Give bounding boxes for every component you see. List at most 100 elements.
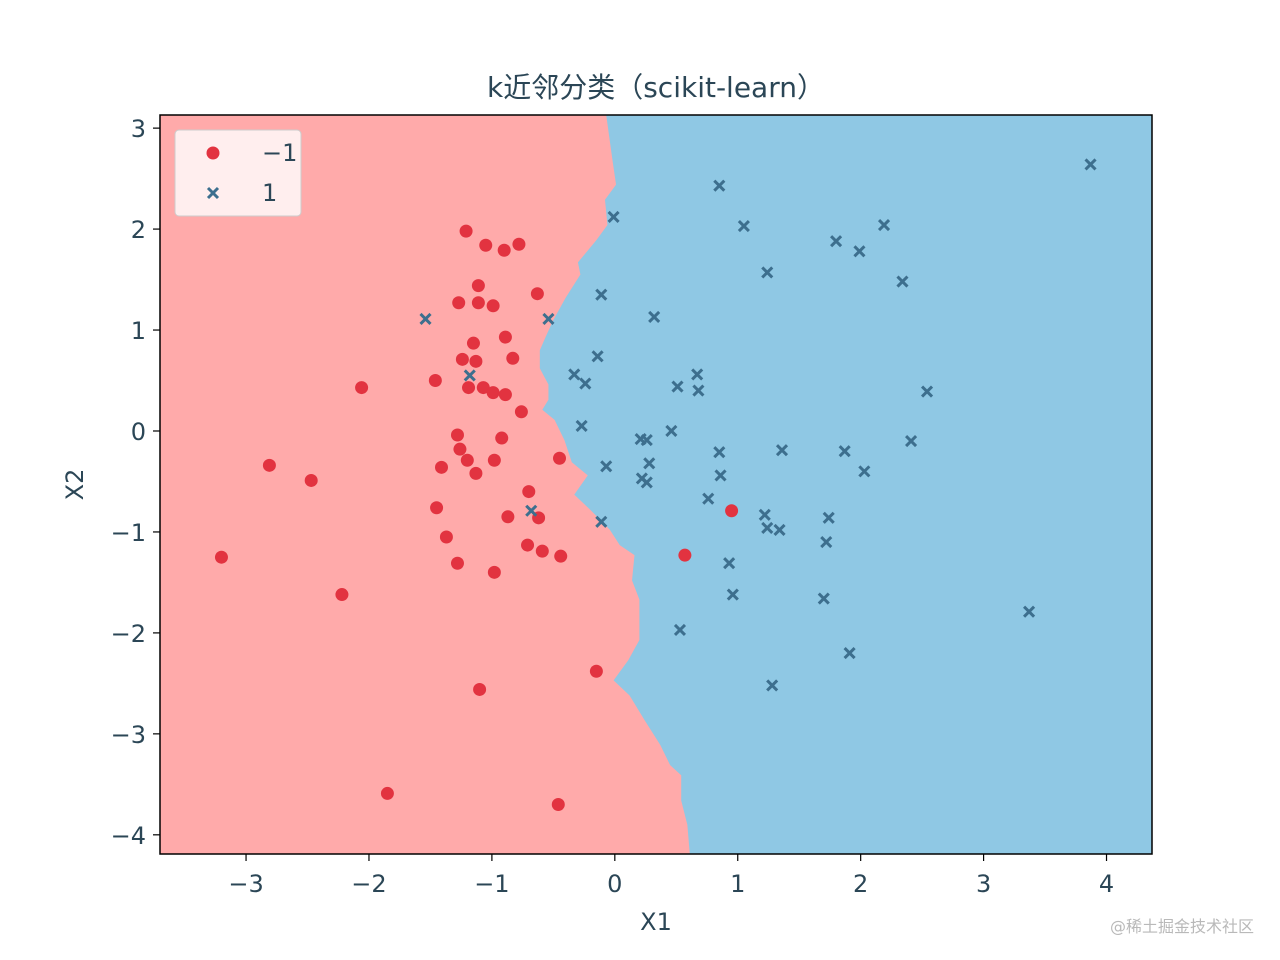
data-point-class-1 (723, 557, 736, 570)
data-point-class-neg1 (589, 664, 603, 678)
data-point-class-1 (713, 446, 726, 459)
data-point-class-1 (896, 275, 909, 288)
data-point-class-1 (877, 218, 891, 232)
data-point-class-neg1 (476, 381, 490, 395)
data-point-class-1 (905, 435, 918, 448)
data-point-class-1 (820, 535, 833, 549)
data-point-class-1 (775, 444, 789, 457)
data-point-class-1 (600, 460, 613, 473)
data-point-class-1 (463, 369, 476, 382)
data-point-class-1 (607, 210, 620, 224)
data-point-class-1 (575, 419, 588, 433)
data-point-class-1 (761, 521, 774, 534)
data-point-class-neg1 (498, 330, 512, 344)
watermark: @稀土掘金技术社区 (1109, 917, 1254, 936)
y-tick-label: −2 (111, 620, 146, 648)
data-point-class-neg1 (486, 386, 500, 400)
data-point-class-neg1 (553, 451, 567, 465)
y-tick-label: 0 (131, 418, 146, 446)
legend-marker-neg1 (206, 146, 220, 160)
data-point-class-neg1 (469, 466, 483, 480)
y-tick-label: 3 (131, 115, 146, 143)
data-point-class-1 (643, 457, 656, 470)
data-point-class-1 (714, 469, 727, 482)
data-point-class-1 (665, 424, 678, 438)
data-point-class-1 (843, 647, 856, 660)
data-point-class-neg1 (495, 431, 509, 445)
data-point-class-neg1 (462, 381, 476, 395)
data-point-class-1 (568, 368, 581, 381)
data-point-class-neg1 (459, 224, 473, 238)
data-point-class-neg1 (479, 238, 493, 252)
y-tick-label: −3 (111, 721, 146, 749)
data-point-class-1 (692, 384, 705, 397)
x-tick-label: 4 (1099, 870, 1114, 898)
data-point-class-1 (579, 377, 592, 390)
x-tick-label: −2 (351, 870, 386, 898)
data-point-class-neg1 (214, 550, 228, 564)
x-tick-label: 0 (607, 870, 622, 898)
data-point-class-neg1 (551, 798, 565, 812)
y-tick-label: −1 (111, 519, 146, 547)
data-point-class-neg1 (473, 682, 487, 696)
data-point-class-neg1 (487, 453, 501, 467)
data-point-class-neg1 (453, 442, 467, 456)
data-point-class-neg1 (450, 428, 464, 442)
x-tick-label: −1 (474, 870, 509, 898)
data-point-class-1 (1084, 158, 1097, 171)
legend-label-neg1: −1 (262, 139, 297, 167)
data-point-class-neg1 (262, 458, 276, 472)
plot-frame (159, 114, 1153, 855)
data-point-class-neg1 (498, 388, 512, 402)
x-axis-label: X1 (640, 908, 672, 936)
data-point-class-neg1 (512, 237, 526, 251)
y-tick-label: −4 (111, 822, 146, 850)
data-point-class-neg1 (471, 296, 485, 310)
data-point-class-neg1 (452, 296, 466, 310)
data-point-class-1 (713, 179, 726, 192)
data-point-class-neg1 (501, 510, 515, 524)
data-point-class-neg1 (439, 530, 453, 544)
data-point-class-neg1 (471, 279, 485, 293)
data-point-class-1 (640, 476, 653, 489)
data-point-class-1 (817, 592, 830, 605)
data-point-class-neg1 (469, 354, 483, 368)
data-point-class-1 (853, 245, 866, 258)
y-tick-label: 1 (131, 317, 146, 345)
data-point-class-1 (691, 368, 704, 381)
data-point-class-1 (858, 465, 871, 478)
data-point-class-neg1 (506, 351, 520, 365)
legend-label-1: 1 (262, 179, 277, 207)
y-axis-label: X2 (61, 469, 89, 501)
data-point-class-1 (673, 623, 687, 636)
legend-marker-1 (206, 186, 220, 200)
data-point-class-1 (830, 235, 843, 248)
x-tick-label: 2 (853, 870, 868, 898)
data-point-class-neg1 (455, 352, 469, 366)
data-point-class-neg1 (521, 538, 535, 552)
chart-title: k近邻分类（scikit-learn） (487, 71, 825, 104)
data-point-class-1 (773, 523, 786, 536)
data-point-class-neg1 (486, 299, 500, 313)
y-tick-label: 2 (131, 216, 146, 244)
region-class-neg1 (160, 115, 690, 854)
data-point-class-1 (758, 508, 771, 521)
data-point-class-1 (761, 266, 774, 279)
legend-box (174, 129, 302, 217)
data-point-class-1 (726, 588, 739, 601)
data-point-class-neg1 (522, 485, 536, 499)
data-point-class-neg1 (428, 374, 442, 388)
data-point-class-neg1 (304, 473, 318, 487)
data-point-class-neg1 (535, 544, 549, 558)
data-point-class-1 (640, 434, 653, 447)
data-point-class-1 (1023, 605, 1036, 618)
data-point-class-neg1 (466, 336, 480, 350)
data-point-class-neg1 (434, 460, 448, 474)
data-point-class-1 (525, 504, 538, 517)
data-point-class-1 (671, 380, 684, 393)
data-point-class-neg1 (487, 565, 501, 579)
data-point-class-neg1 (460, 453, 474, 467)
data-point-class-neg1 (725, 504, 739, 518)
data-point-class-1 (648, 310, 661, 323)
